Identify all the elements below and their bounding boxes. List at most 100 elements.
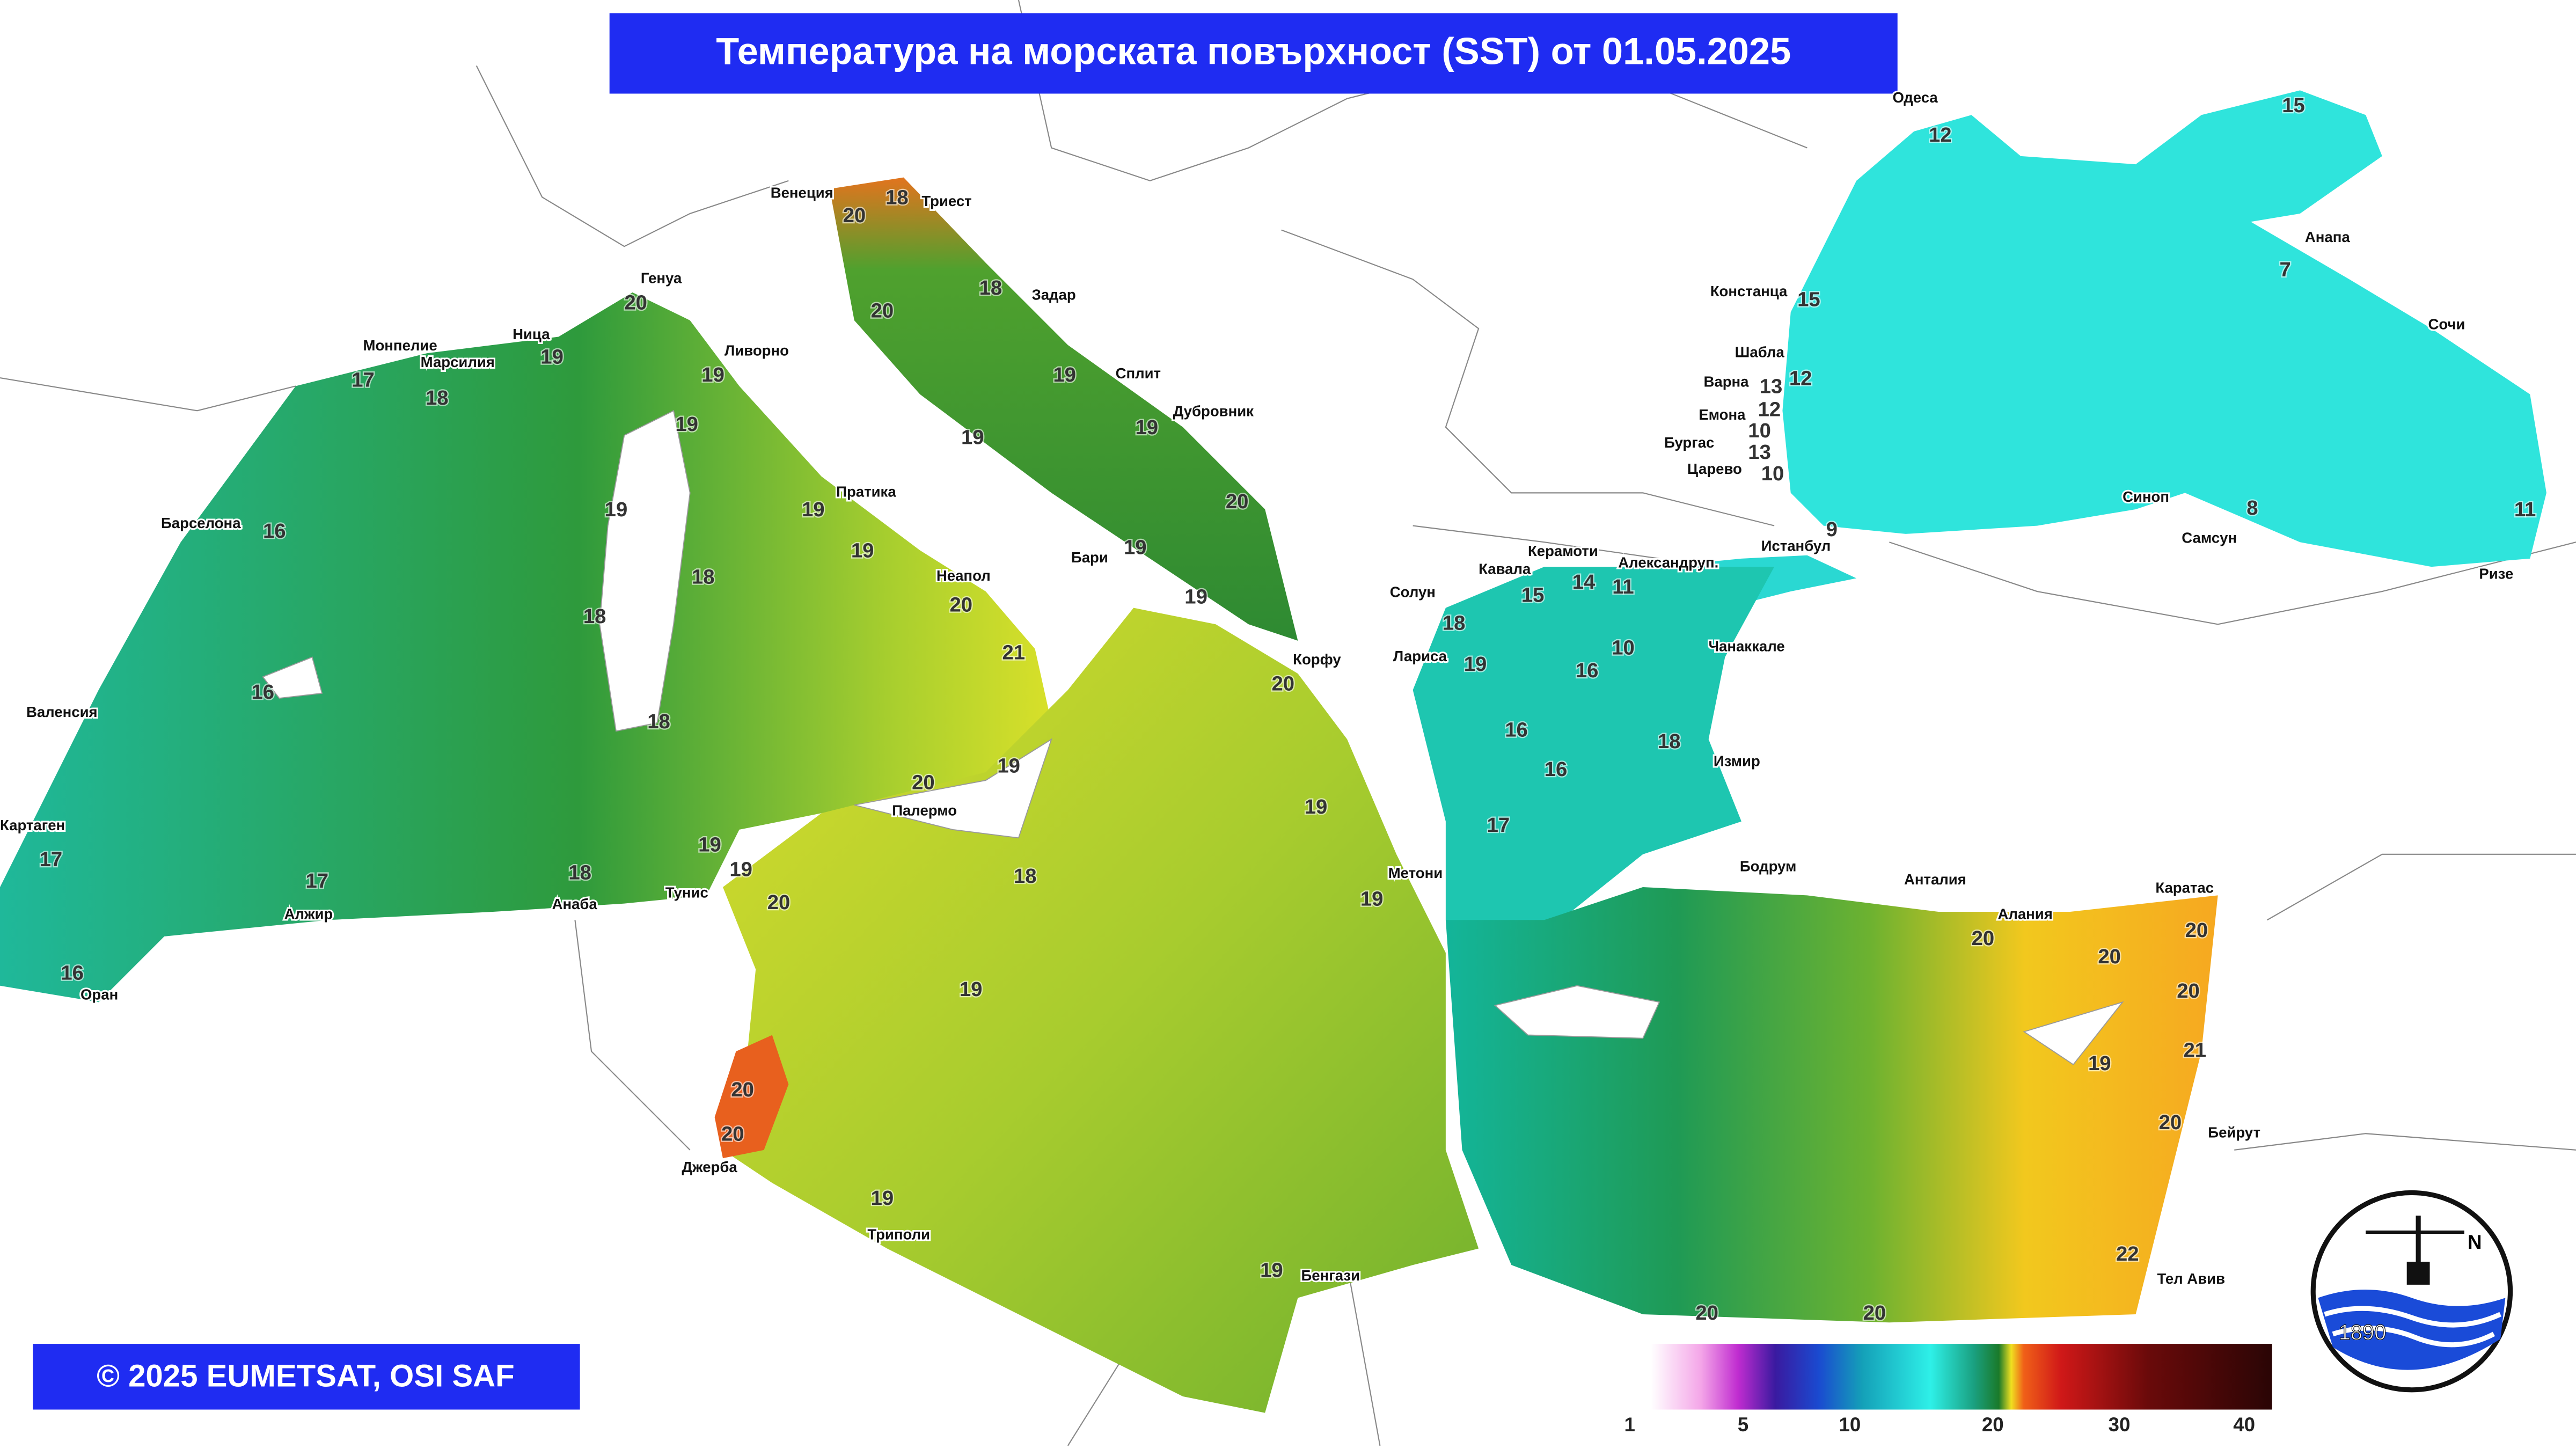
temperature-label: 19 (871, 1187, 894, 1210)
temperature-label: 20 (2159, 1111, 2182, 1134)
place-label: Метони (1388, 865, 1443, 881)
temperature-label: 19 (701, 363, 724, 386)
colorbar-tick-label: 10 (1839, 1414, 1861, 1436)
place-label: Истанбул (1761, 538, 1831, 554)
temperature-label: 13 (1760, 375, 1783, 398)
place-label: Керамоти (1528, 543, 1598, 559)
place-label: Бейрут (2208, 1124, 2260, 1141)
temperature-label: 12 (1789, 367, 1812, 390)
place-label: Ница (513, 326, 550, 342)
temperature-label: 17 (306, 869, 329, 892)
place-label: Монпелие (363, 337, 437, 354)
temperature-label: 20 (843, 204, 866, 227)
temperature-label: 20 (1972, 927, 1995, 950)
temperature-label: 19 (729, 858, 752, 881)
colorbar (1651, 1344, 2272, 1410)
temperature-label: 20 (624, 291, 647, 314)
temperature-label: 21 (1002, 641, 1026, 664)
logo-year: 1890 (2339, 1321, 2387, 1344)
temperature-label: 19 (1464, 653, 1487, 676)
place-label: Измир (1714, 753, 1760, 770)
place-label: Одеса (1893, 89, 1938, 106)
temperature-label: 19 (540, 345, 564, 368)
place-label: Александруп. (1618, 554, 1718, 570)
temperature-label: 15 (1797, 288, 1820, 311)
place-label: Ливорно (724, 342, 789, 358)
temperature-label: 15 (1521, 583, 1545, 606)
place-label: Самсун (2182, 529, 2237, 546)
temperature-label: 19 (698, 833, 721, 857)
temperature-label: 17 (352, 368, 375, 391)
temperature-label: 19 (1135, 416, 1158, 439)
temperature-label: 15 (2282, 94, 2305, 117)
temperature-label: 18 (426, 386, 449, 409)
place-label: Оран (80, 986, 118, 1002)
place-label: Лариса (1393, 648, 1447, 664)
temperature-label: 18 (1443, 611, 1466, 634)
temperature-label: 18 (583, 605, 606, 628)
temperature-label: 18 (692, 566, 715, 589)
temperature-label: 19 (802, 498, 825, 521)
temperature-label: 20 (2185, 919, 2208, 942)
place-label: Тел Авив (2157, 1270, 2225, 1287)
place-label: Царево (1687, 460, 1742, 477)
place-label: Синоп (2123, 488, 2169, 505)
temperature-label: 8 (2246, 496, 2258, 519)
temperature-label: 16 (1505, 718, 1528, 741)
temperature-label: 18 (979, 276, 1002, 299)
aegean (1413, 567, 1775, 970)
temperature-label: 19 (1360, 888, 1384, 911)
temperature-label: 19 (1184, 585, 1208, 608)
temperature-label: 20 (2177, 979, 2200, 1002)
tunisia-coast (714, 1035, 789, 1159)
temperature-label: 19 (2088, 1052, 2111, 1075)
temperature-label: 16 (252, 680, 275, 704)
place-label: Констанца (1710, 283, 1788, 299)
temperature-label: 20 (1863, 1301, 1886, 1324)
place-label: Сплит (1116, 365, 1161, 382)
temperature-label: 20 (767, 891, 791, 914)
temperature-label: 20 (2098, 945, 2121, 968)
temperature-label: 10 (1761, 462, 1784, 485)
temperature-label: 19 (961, 426, 984, 449)
place-label: Триполи (867, 1226, 930, 1242)
temperature-label: 14 (1572, 570, 1596, 594)
place-label: Джерба (682, 1159, 737, 1175)
temperature-label: 16 (61, 961, 84, 984)
sea (0, 90, 2546, 1413)
place-label: Кавала (1479, 561, 1531, 577)
temperature-label: 18 (1014, 865, 1037, 888)
temperature-label: 12 (1929, 123, 1952, 147)
temperature-label: 11 (2514, 498, 2536, 521)
place-label: Пратика (836, 484, 896, 500)
temperature-label: 20 (731, 1078, 754, 1101)
temperature-label: 20 (721, 1122, 744, 1145)
temperature-label: 10 (1612, 636, 1635, 659)
place-label: Венеция (771, 185, 833, 201)
temperature-label: 20 (1272, 672, 1295, 696)
colorbar-tick-label: 5 (1738, 1414, 1748, 1436)
temperature-label: 18 (647, 710, 670, 733)
place-label: Дубровник (1173, 403, 1254, 420)
copyright-box (33, 1344, 580, 1410)
logo: N 1890 (2310, 1190, 2513, 1393)
place-label: Анталия (1904, 871, 1966, 888)
place-label: Валенсия (26, 704, 98, 720)
place-label: Неапол (936, 567, 991, 584)
temperature-label: 16 (1576, 659, 1599, 682)
place-label: Корфу (1293, 651, 1341, 668)
temperature-label: 18 (1658, 730, 1681, 753)
place-label: Чанаккале (1709, 638, 1785, 654)
place-label: Анапа (2305, 229, 2350, 245)
temperature-label: 20 (871, 299, 894, 323)
place-label: Алжир (284, 905, 333, 922)
colorbar-tick-label: 20 (1982, 1414, 2004, 1436)
colorbar-tick-label: 30 (2109, 1414, 2131, 1436)
place-label: Марсилия (421, 354, 495, 370)
temperature-label: 19 (997, 755, 1020, 778)
place-label: Каратас (2155, 879, 2214, 896)
temperature-label: 19 (851, 539, 874, 562)
copyright: © 2025 EUMETSAT, OSI SAF (97, 1359, 515, 1394)
